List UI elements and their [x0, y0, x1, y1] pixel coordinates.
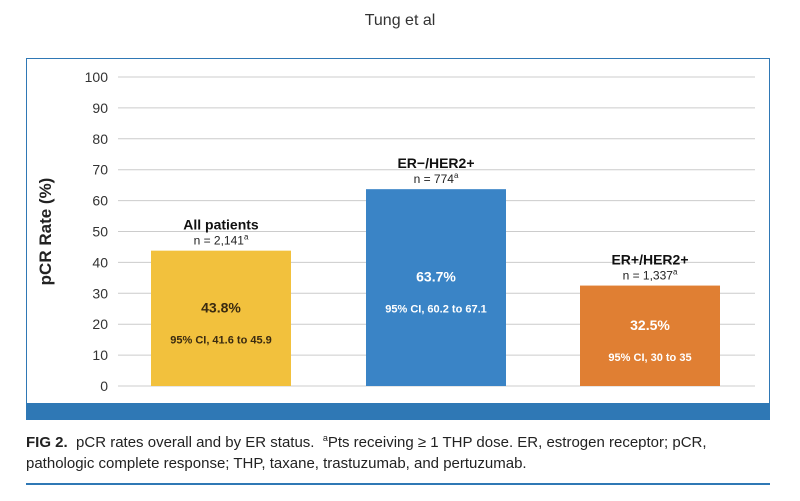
sample-size-label: n = 1,337a — [623, 268, 678, 283]
category-label: ER−/HER2+ — [397, 155, 474, 171]
figure-caption: FIG 2. pCR rates overall and by ER statu… — [26, 432, 774, 474]
ci-label: 95% CI, 41.6 to 45.9 — [170, 334, 272, 346]
caption-text: pCR rates overall and by ER status. — [76, 434, 315, 451]
value-label: 63.7% — [416, 269, 456, 285]
footnote-marker: a — [454, 171, 459, 180]
category-label: ER+/HER2+ — [611, 252, 688, 268]
y-tick-label: 50 — [92, 224, 108, 240]
y-tick-label: 60 — [92, 193, 108, 209]
bottom-rule — [26, 483, 770, 485]
bar — [366, 189, 506, 386]
y-tick-label: 80 — [92, 131, 108, 147]
bar — [580, 285, 720, 386]
category-label: All patients — [183, 217, 259, 233]
caption-footnote: Pts receiving ≥ 1 THP dose. ER, estrogen… — [26, 434, 707, 472]
y-tick-label: 10 — [92, 347, 108, 363]
caption-label: FIG 2. — [26, 434, 68, 451]
y-tick-label: 30 — [92, 285, 108, 301]
ci-label: 95% CI, 60.2 to 67.1 — [385, 304, 487, 316]
sample-size-label: n = 774a — [414, 171, 459, 186]
y-tick-label: 100 — [85, 69, 109, 85]
figure-bottom-band — [26, 403, 770, 420]
bar — [151, 250, 291, 386]
y-axis-label: pCR Rate (%) — [36, 178, 55, 286]
caption-footnote-marker: a — [322, 433, 328, 443]
footnote-marker: a — [244, 233, 249, 242]
y-tick-label: 90 — [92, 100, 108, 116]
y-tick-label: 0 — [100, 378, 108, 394]
y-tick-label: 40 — [92, 254, 108, 270]
value-label: 43.8% — [201, 299, 241, 315]
value-label: 32.5% — [630, 317, 670, 333]
ci-label: 95% CI, 30 to 35 — [608, 352, 691, 364]
y-tick-label: 70 — [92, 162, 108, 178]
y-tick-label: 20 — [92, 316, 108, 332]
footnote-marker: a — [673, 268, 678, 277]
sample-size-label: n = 2,141a — [194, 233, 249, 248]
running-header-author: Tung et al — [364, 12, 436, 29]
